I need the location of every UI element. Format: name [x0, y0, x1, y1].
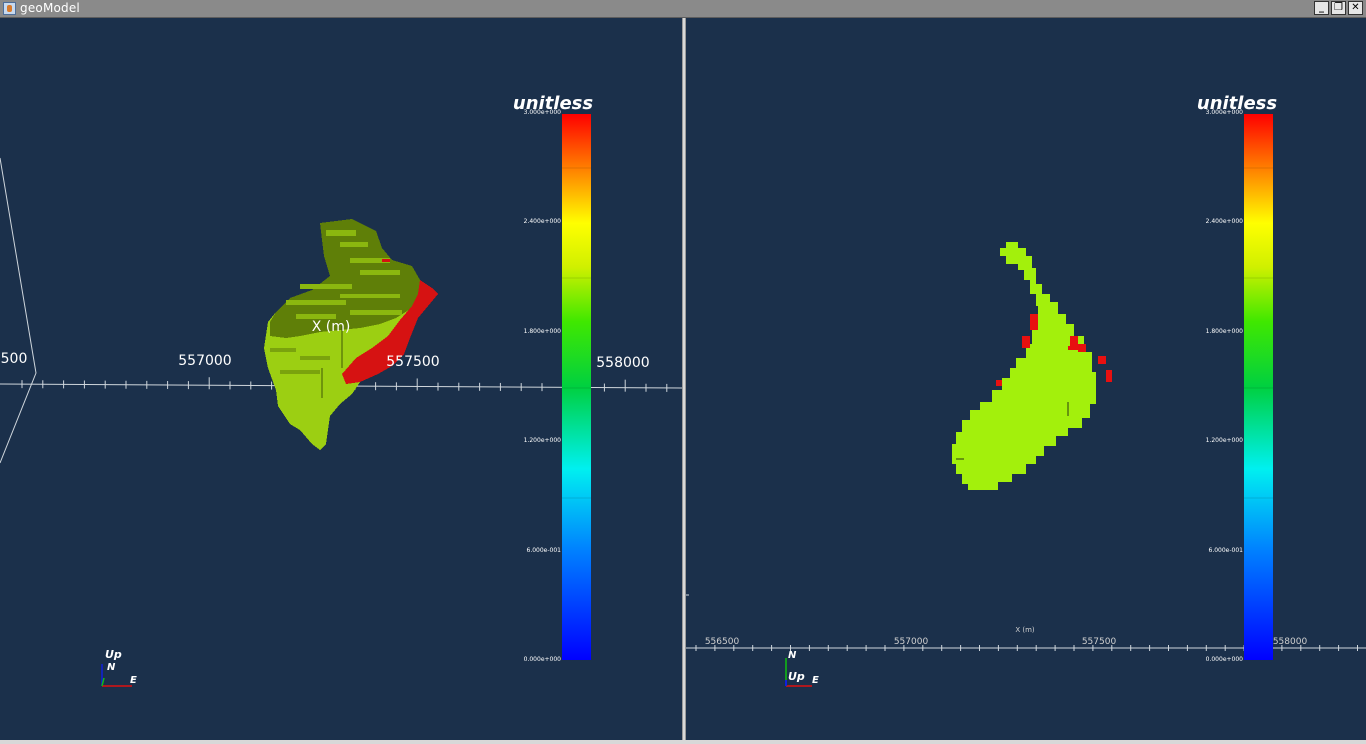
x-axis-tick-label: 557000 — [894, 637, 929, 647]
title-bar[interactable]: geoModel _ ❐ ✕ — [0, 0, 1366, 18]
x-axis-title: X (m) — [312, 319, 351, 335]
x-axis-ticks — [21, 377, 668, 392]
model-body[interactable] — [264, 219, 438, 450]
x-axis-tick-label: 557000 — [178, 353, 231, 369]
colorbar-title: unitless — [513, 93, 593, 114]
north-label: N — [107, 662, 116, 673]
up-label: Up — [105, 648, 122, 661]
x-axis-title: X (m) — [1015, 626, 1035, 634]
colorbar — [562, 114, 591, 660]
colorbar-tick-label: 0.000e+000 — [524, 656, 562, 663]
colorbar-tick-label: 1.800e+000 — [1206, 328, 1244, 335]
colorbar-tick-label: 3.000e+000 — [524, 109, 562, 116]
colorbar-tick-label: 6.000e-001 — [527, 547, 562, 554]
x-axis-ticks — [695, 645, 1358, 651]
window-bottom-border — [0, 740, 1366, 744]
bounding-box-edge — [0, 157, 37, 464]
right-3d-viewport[interactable]: X (m) 556500 557000 557500 558000 unitle… — [686, 18, 1366, 744]
colorbar-tick-label: 1.200e+000 — [524, 437, 562, 444]
orientation-axes-widget: N Up E — [785, 650, 819, 687]
colorbar-bands — [1244, 167, 1273, 499]
east-label: E — [130, 675, 137, 686]
colorbar-tick-label: 1.800e+000 — [524, 328, 562, 335]
colorbar-bands — [562, 167, 591, 499]
java-cup-icon — [3, 2, 16, 15]
maximize-button[interactable]: ❐ — [1331, 1, 1346, 15]
colorbar-tick-label: 0.000e+000 — [1206, 656, 1244, 663]
x-axis-tick-label: 500 — [1, 351, 28, 367]
colorbar — [1244, 114, 1273, 660]
x-axis-tick-label: 556500 — [705, 637, 740, 647]
close-button[interactable]: ✕ — [1348, 1, 1363, 15]
east-label: E — [812, 675, 819, 686]
colorbar-tick-label: 3.000e+000 — [1206, 109, 1244, 116]
colorbar-tick-label: 2.400e+000 — [1206, 218, 1244, 225]
view-splitter[interactable] — [682, 18, 686, 744]
colorbar-title: unitless — [1197, 93, 1277, 114]
minimize-button[interactable]: _ — [1314, 1, 1329, 15]
up-label: Up — [788, 670, 805, 683]
x-axis-tick-label: 557500 — [386, 354, 439, 370]
colorbar-tick-label: 2.400e+000 — [524, 218, 562, 225]
orientation-axes-widget: Up N E — [101, 648, 137, 687]
north-label: N — [788, 650, 797, 661]
left-3d-viewport[interactable]: X (m) 500 557000 557500 558000 unitless — [0, 18, 682, 744]
model-body-plan[interactable] — [952, 242, 1112, 490]
colorbar-tick-label: 6.000e-001 — [1209, 547, 1244, 554]
colorbar-tick-label: 1.200e+000 — [1206, 437, 1244, 444]
x-axis-tick-label: 558000 — [1273, 637, 1308, 647]
x-axis-tick-label: 558000 — [596, 355, 649, 371]
window-title: geoModel — [20, 1, 80, 15]
x-axis-tick-label: 557500 — [1082, 637, 1117, 647]
